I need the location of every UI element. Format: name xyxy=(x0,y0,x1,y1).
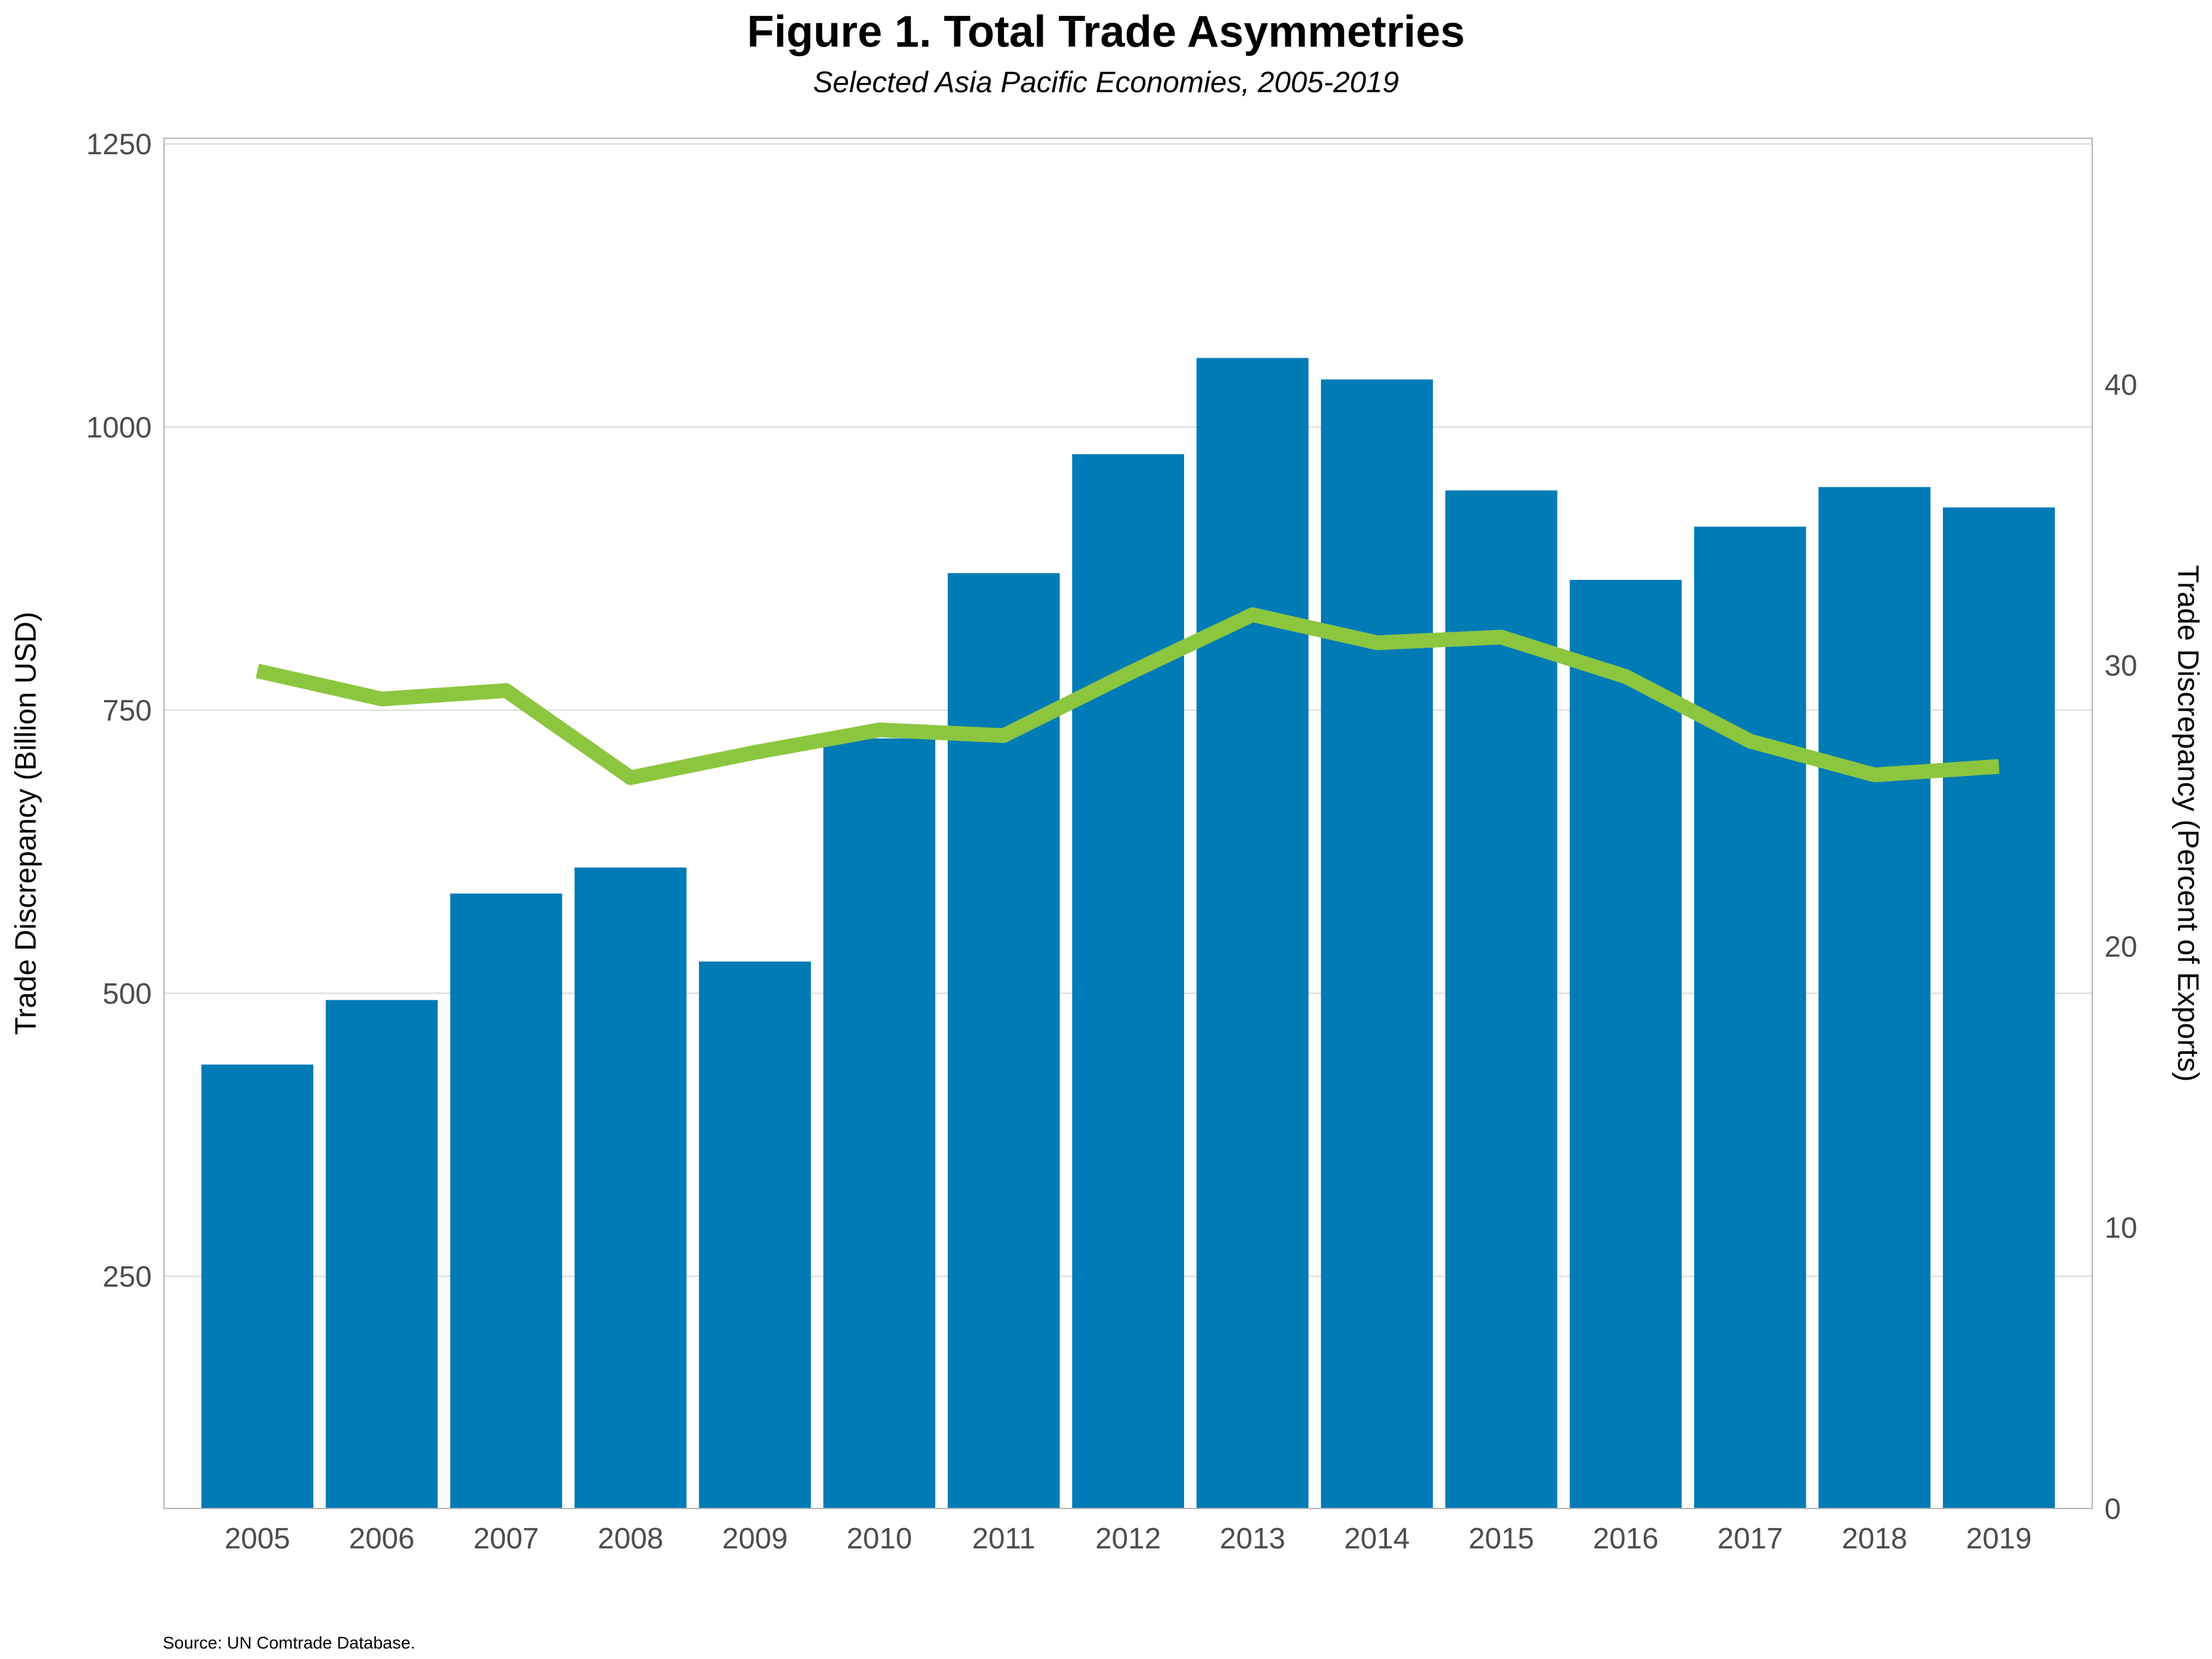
x-tick-label: 2014 xyxy=(1344,1523,1410,1555)
chart-subtitle: Selected Asia Pacific Economies, 2005-20… xyxy=(813,66,1398,99)
bar xyxy=(1196,358,1309,1509)
bar xyxy=(1818,487,1931,1508)
y-tick-label-left: 1250 xyxy=(86,128,152,161)
bar xyxy=(450,893,562,1508)
x-tick-label: 2007 xyxy=(473,1523,539,1555)
bar xyxy=(1569,579,1682,1509)
bar-series xyxy=(201,358,2055,1509)
bar xyxy=(1694,527,1806,1508)
x-tick-label: 2008 xyxy=(598,1523,664,1555)
plot-border xyxy=(163,138,2093,1509)
bar xyxy=(201,1064,313,1508)
bar xyxy=(823,738,936,1508)
y-tick-label-right: 30 xyxy=(2104,650,2137,683)
x-tick-label: 2005 xyxy=(224,1523,290,1555)
bar xyxy=(1320,379,1433,1508)
bar xyxy=(1072,454,1185,1508)
x-tick-label: 2010 xyxy=(847,1523,912,1555)
y-tick-label-left: 500 xyxy=(103,978,152,1010)
y-axis-label-left: Trade Discrepancy (Billion USD) xyxy=(10,611,42,1035)
y-tick-label-left: 250 xyxy=(103,1261,152,1293)
bar xyxy=(1445,490,1558,1508)
y-axis-label-right: Trade Discrepancy (Percent of Exports) xyxy=(2171,565,2204,1081)
x-tick-label: 2009 xyxy=(722,1523,788,1555)
y-tick-label-right: 40 xyxy=(2104,369,2137,401)
y-tick-label-right: 0 xyxy=(2104,1493,2121,1526)
x-tick-label: 2015 xyxy=(1469,1523,1534,1555)
bar xyxy=(575,867,687,1508)
x-tick-label: 2016 xyxy=(1593,1523,1658,1555)
y-tick-label-right: 10 xyxy=(2104,1212,2137,1245)
line-series xyxy=(256,607,2000,785)
bar xyxy=(326,1000,438,1508)
source-note: Source: UN Comtrade Database. xyxy=(163,1633,415,1652)
y-tick-label-left: 750 xyxy=(103,695,152,728)
x-tick-label: 2011 xyxy=(972,1523,1035,1555)
x-tick-label: 2013 xyxy=(1220,1523,1285,1555)
axis-ticks: 250 500 750 1000 1250 0 10 20 30 40 2005 2006 2007 20… xyxy=(86,128,2137,1555)
x-tick-label: 2012 xyxy=(1096,1523,1161,1555)
y-tick-label-left: 1000 xyxy=(86,412,152,444)
bar xyxy=(699,961,811,1508)
x-tick-label: 2018 xyxy=(1841,1523,1907,1555)
x-tick-label: 2006 xyxy=(349,1523,415,1555)
bar xyxy=(1943,507,2055,1508)
y-tick-label-right: 20 xyxy=(2104,931,2137,963)
x-tick-label: 2017 xyxy=(1717,1523,1783,1555)
line-series-path xyxy=(256,607,2000,785)
chart-title: Figure 1. Total Trade Asymmetries xyxy=(747,7,1465,57)
x-tick-label: 2019 xyxy=(1966,1523,2032,1555)
